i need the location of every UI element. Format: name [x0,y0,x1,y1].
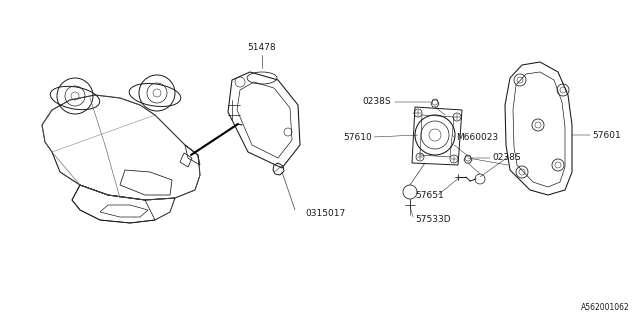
Text: 57533D: 57533D [415,215,451,225]
Text: 0315017: 0315017 [305,210,345,219]
Text: 57601: 57601 [592,131,621,140]
Text: A562001062: A562001062 [581,303,630,312]
Text: 57610: 57610 [343,132,372,141]
Text: 57651: 57651 [415,190,444,199]
Text: 51478: 51478 [248,43,276,52]
Text: 0238S: 0238S [362,98,390,107]
Text: 0238S: 0238S [492,154,520,163]
Text: M660023: M660023 [456,132,498,141]
